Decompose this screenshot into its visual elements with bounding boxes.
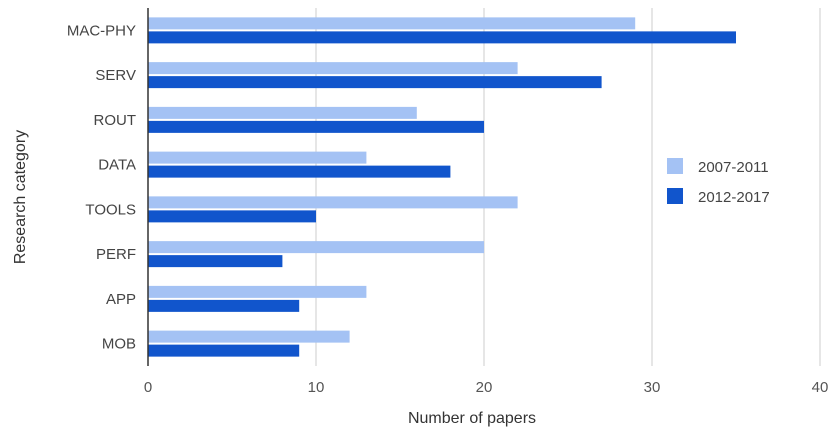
bar-perf-series-2 xyxy=(148,255,283,268)
bar-serv-series-1 xyxy=(148,62,518,75)
x-tick-label: 30 xyxy=(644,379,661,396)
bar-data-series-2 xyxy=(148,165,451,178)
bar-data-series-1 xyxy=(148,151,367,164)
legend-swatch-2 xyxy=(667,188,683,204)
gridlines xyxy=(315,8,821,366)
category-label: TOOLS xyxy=(85,201,136,218)
x-axis-title: Number of papers xyxy=(408,410,536,427)
legend: 2007-2011 2012-2017 xyxy=(667,158,770,206)
x-tick-label: 20 xyxy=(476,379,493,396)
bar-perf-series-1 xyxy=(148,241,484,254)
y-axis-title: Research category xyxy=(12,130,29,264)
category-label: SERV xyxy=(95,67,136,84)
bar-mob-series-1 xyxy=(148,330,350,343)
legend-label: 2012-2017 xyxy=(698,189,770,206)
bar-mac-phy-series-1 xyxy=(148,17,636,30)
bar-serv-series-2 xyxy=(148,76,602,89)
bar-rout-series-2 xyxy=(148,120,484,133)
x-tick-label: 40 xyxy=(812,379,829,396)
bar-mob-series-2 xyxy=(148,344,300,357)
bar-rout-series-1 xyxy=(148,106,417,119)
bar-app-series-2 xyxy=(148,299,300,312)
x-tick-labels: 0 10 20 30 40 xyxy=(144,379,829,396)
category-label: APP xyxy=(106,291,136,308)
legend-label: 2007-2011 xyxy=(698,159,769,176)
bar-mac-phy-series-2 xyxy=(148,31,736,44)
bar-tools-series-1 xyxy=(148,196,518,209)
category-labels: MAC-PHY SERV ROUT DATA TOOLS PERF APP MOB xyxy=(67,22,136,352)
bars xyxy=(148,17,736,357)
category-label: PERF xyxy=(96,246,136,263)
legend-swatch-1 xyxy=(667,158,683,174)
category-label: MAC-PHY xyxy=(67,22,136,39)
x-tick-label: 10 xyxy=(308,379,325,396)
category-label: ROUT xyxy=(94,112,137,129)
category-label: MOB xyxy=(102,336,136,353)
bar-tools-series-2 xyxy=(148,210,316,223)
category-label: DATA xyxy=(98,157,136,174)
x-tick-label: 0 xyxy=(144,379,152,396)
bar-app-series-1 xyxy=(148,285,367,298)
